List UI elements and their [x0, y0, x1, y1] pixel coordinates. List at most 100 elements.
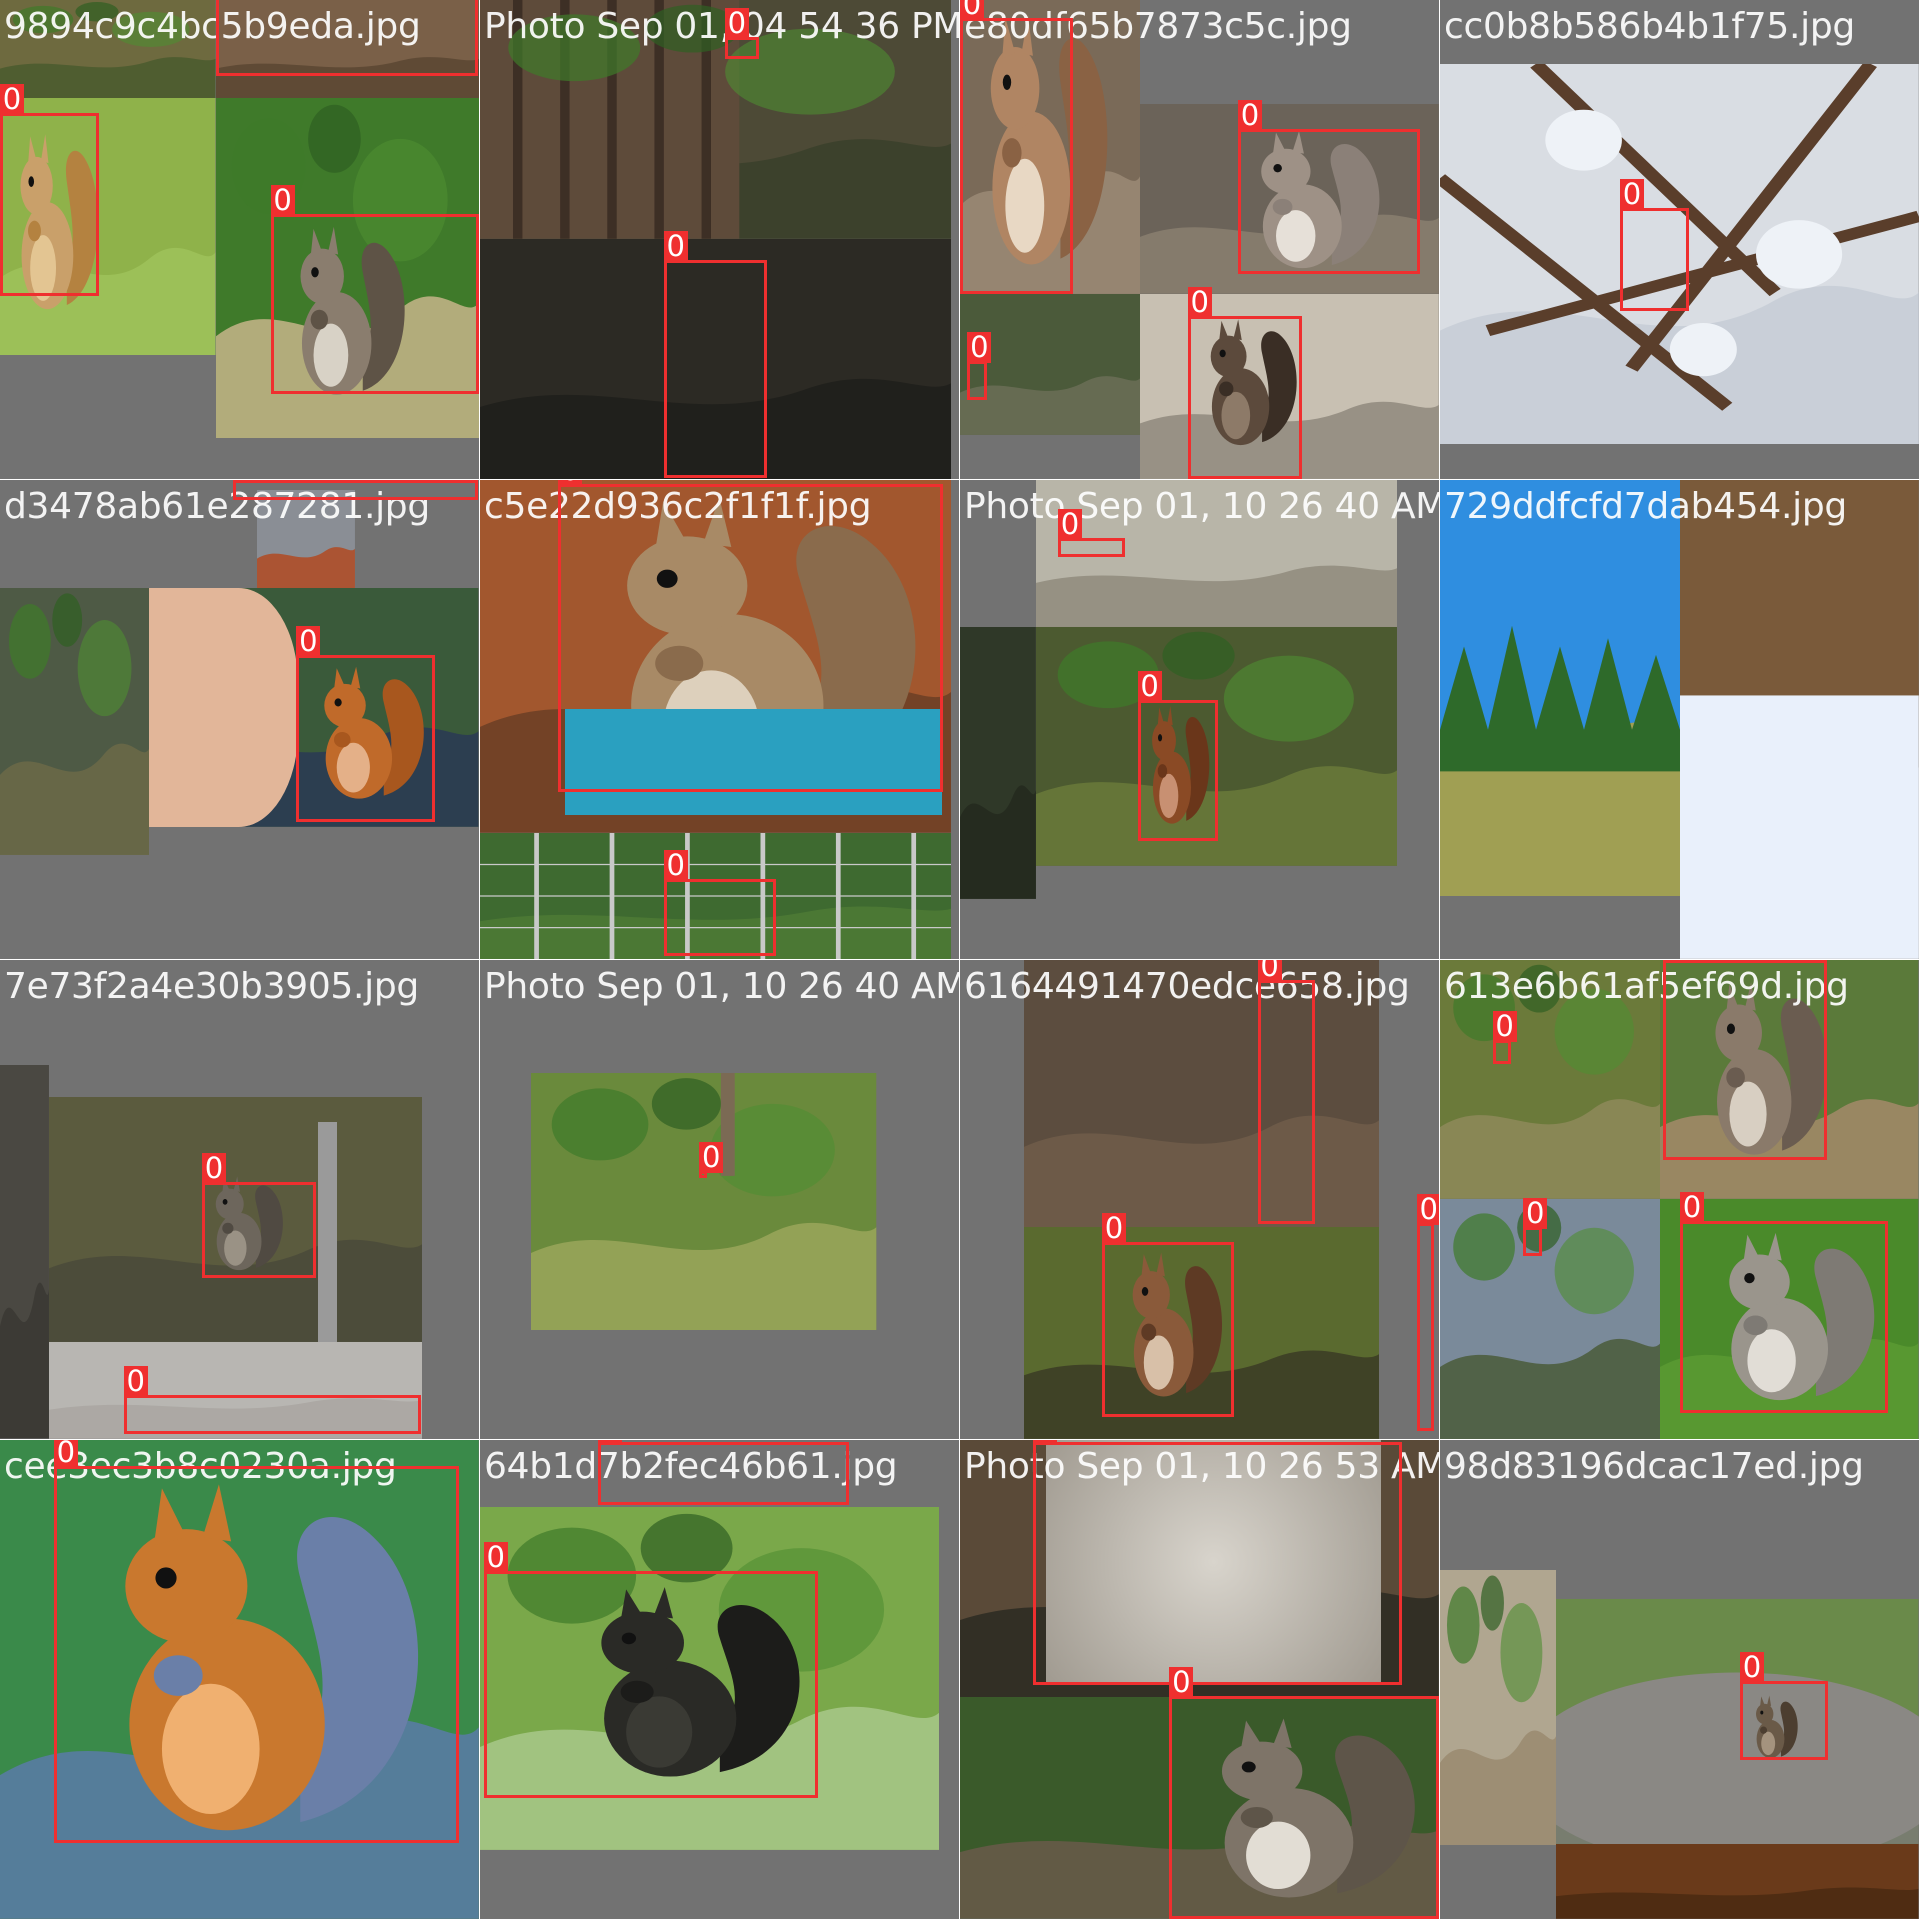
- image-filename-caption: 98d83196dcac17ed.jpg: [1444, 1446, 1864, 1487]
- bounding-box: 0: [1257, 960, 1316, 1225]
- image-patch: [960, 293, 1140, 435]
- class-label-tag: 0: [232, 480, 257, 482]
- class-label-tag: 0: [699, 1141, 724, 1173]
- image-patch: [960, 0, 1140, 294]
- image-patch: [1660, 1198, 1919, 1439]
- bounding-box: 0: [724, 7, 760, 59]
- class-label-tag: 0: [1033, 1440, 1058, 1445]
- mosaic-tile: d3478ab61e287281.jpg 0 0: [0, 480, 479, 959]
- bounding-box: 0: [1662, 960, 1827, 1160]
- bounding-box: 0: [967, 332, 992, 401]
- image-patch: [960, 1697, 1439, 1919]
- bounding-box: 0: [123, 1365, 422, 1434]
- image-patch: [480, 1507, 940, 1851]
- image-filename-caption: d3478ab61e287281.jpg: [4, 486, 430, 527]
- image-filename-caption: Photo Sep 01, 04 54 36 PM.jpg: [484, 6, 959, 47]
- image-patch: [1023, 960, 1379, 1227]
- mosaic-tile: 7e73f2a4e30b3905.jpg 0 0: [0, 960, 479, 1439]
- class-label-tag: 0: [1662, 960, 1687, 962]
- image-patch: [48, 1342, 423, 1439]
- class-label-tag: 0: [1416, 1194, 1439, 1226]
- class-label-tag: 0: [597, 1440, 622, 1445]
- bounding-box: 0: [1740, 1652, 1829, 1760]
- image-patch: [480, 0, 952, 239]
- image-patch: [480, 832, 952, 959]
- class-label-tag: 0: [967, 332, 992, 364]
- image-filename-caption: e80df65b7873c5c.jpg: [964, 6, 1352, 47]
- bounding-box: 0: [1237, 99, 1421, 275]
- image-patch: [48, 1097, 423, 1343]
- class-label-tag: 0: [1237, 99, 1262, 131]
- image-filename-caption: 7e73f2a4e30b3905.jpg: [4, 966, 419, 1007]
- image-patch: [257, 489, 356, 588]
- image-patch: [0, 1065, 49, 1439]
- class-label-tag: 0: [663, 230, 688, 262]
- mosaic-tile: e80df65b7873c5c.jpg 0 0 0 0: [960, 0, 1439, 479]
- class-label-tag: 0: [123, 1365, 148, 1397]
- image-patch: [1440, 63, 1919, 445]
- bounding-box: 0: [1416, 1194, 1439, 1432]
- class-label-tag: 0: [1492, 1010, 1517, 1042]
- bounding-box: 0: [296, 626, 435, 822]
- bounding-box: 0: [699, 1141, 724, 1178]
- image-patch: [960, 1440, 1439, 1698]
- bounding-box: 0: [232, 480, 478, 500]
- class-label-tag: 0: [724, 7, 749, 39]
- image-filename-caption: 9894c9c4bc5b9eda.jpg: [4, 6, 421, 47]
- image-patch: [215, 0, 479, 98]
- class-label-tag: 0: [663, 850, 688, 882]
- bounding-box: 0: [1680, 1191, 1889, 1414]
- image-patch: [0, 97, 216, 356]
- class-label-tag: 0: [483, 1542, 508, 1574]
- image-patch: [1556, 1844, 1919, 1919]
- bounding-box: 0: [1169, 1666, 1439, 1919]
- bounding-box: 0: [1620, 179, 1689, 311]
- bounding-box: 0: [1137, 671, 1219, 842]
- image-filename-caption: Photo Sep 01, 10 26 40 AM (2).jpg: [484, 966, 959, 1007]
- image-filename-caption: Photo Sep 01, 10 26 40 AM.jpg: [964, 486, 1439, 527]
- mosaic-tile: 98d83196dcac17ed.jpg 0: [1440, 1440, 1919, 1919]
- class-label-tag: 0: [1137, 671, 1162, 703]
- image-patch: [0, 0, 216, 98]
- bounding-box: 0: [215, 0, 478, 76]
- mosaic-tile: 6164491470edce658.jpg 0 0 0: [960, 960, 1439, 1439]
- bounding-box: 0: [1523, 1197, 1548, 1257]
- bounding-box: 0: [1492, 1010, 1517, 1065]
- image-patch: [480, 238, 952, 479]
- class-label-tag: 0: [296, 626, 321, 658]
- class-label-tag: 0: [1057, 508, 1082, 540]
- image-patch: [531, 1072, 877, 1330]
- image-filename-caption: 729ddfcfd7dab454.jpg: [1444, 486, 1847, 527]
- class-label-tag: 0: [202, 1152, 227, 1184]
- bounding-box: 0: [53, 1440, 460, 1843]
- class-label-tag: 0: [270, 185, 295, 217]
- class-label-tag: 0: [1102, 1212, 1127, 1244]
- bounding-box: 0: [1033, 1440, 1403, 1685]
- image-patch: [1440, 1198, 1661, 1439]
- image-filename-caption: Photo Sep 01, 10 26 53 AM (3).jpg: [964, 1446, 1439, 1487]
- class-label-tag: 0: [960, 0, 984, 21]
- class-label-tag: 0: [1740, 1652, 1764, 1684]
- image-patch: [1440, 480, 1680, 897]
- image-filename-caption: 613e6b61af5ef69d.jpg: [1444, 966, 1849, 1007]
- image-patch: [1035, 480, 1398, 627]
- image-filename-caption: cc0b8b586b4b1f75.jpg: [1444, 6, 1855, 47]
- image-patch: [215, 97, 479, 439]
- image-patch: [1023, 1226, 1379, 1439]
- class-label-tag: 0: [558, 480, 583, 486]
- class-label-tag: 0: [1169, 1666, 1194, 1698]
- bounding-box: 0: [663, 230, 767, 478]
- mosaic-tile: cc0b8b586b4b1f75.jpg 0: [1440, 0, 1919, 479]
- bounding-box: 0: [597, 1440, 849, 1505]
- mosaic-tile: 729ddfcfd7dab454.jpg: [1440, 480, 1919, 959]
- class-label-tag: 0: [53, 1440, 78, 1468]
- class-label-tag: 0: [1257, 960, 1282, 982]
- image-patch: [0, 587, 150, 855]
- image-patch: [1680, 480, 1919, 959]
- bounding-box: 0: [1057, 508, 1126, 558]
